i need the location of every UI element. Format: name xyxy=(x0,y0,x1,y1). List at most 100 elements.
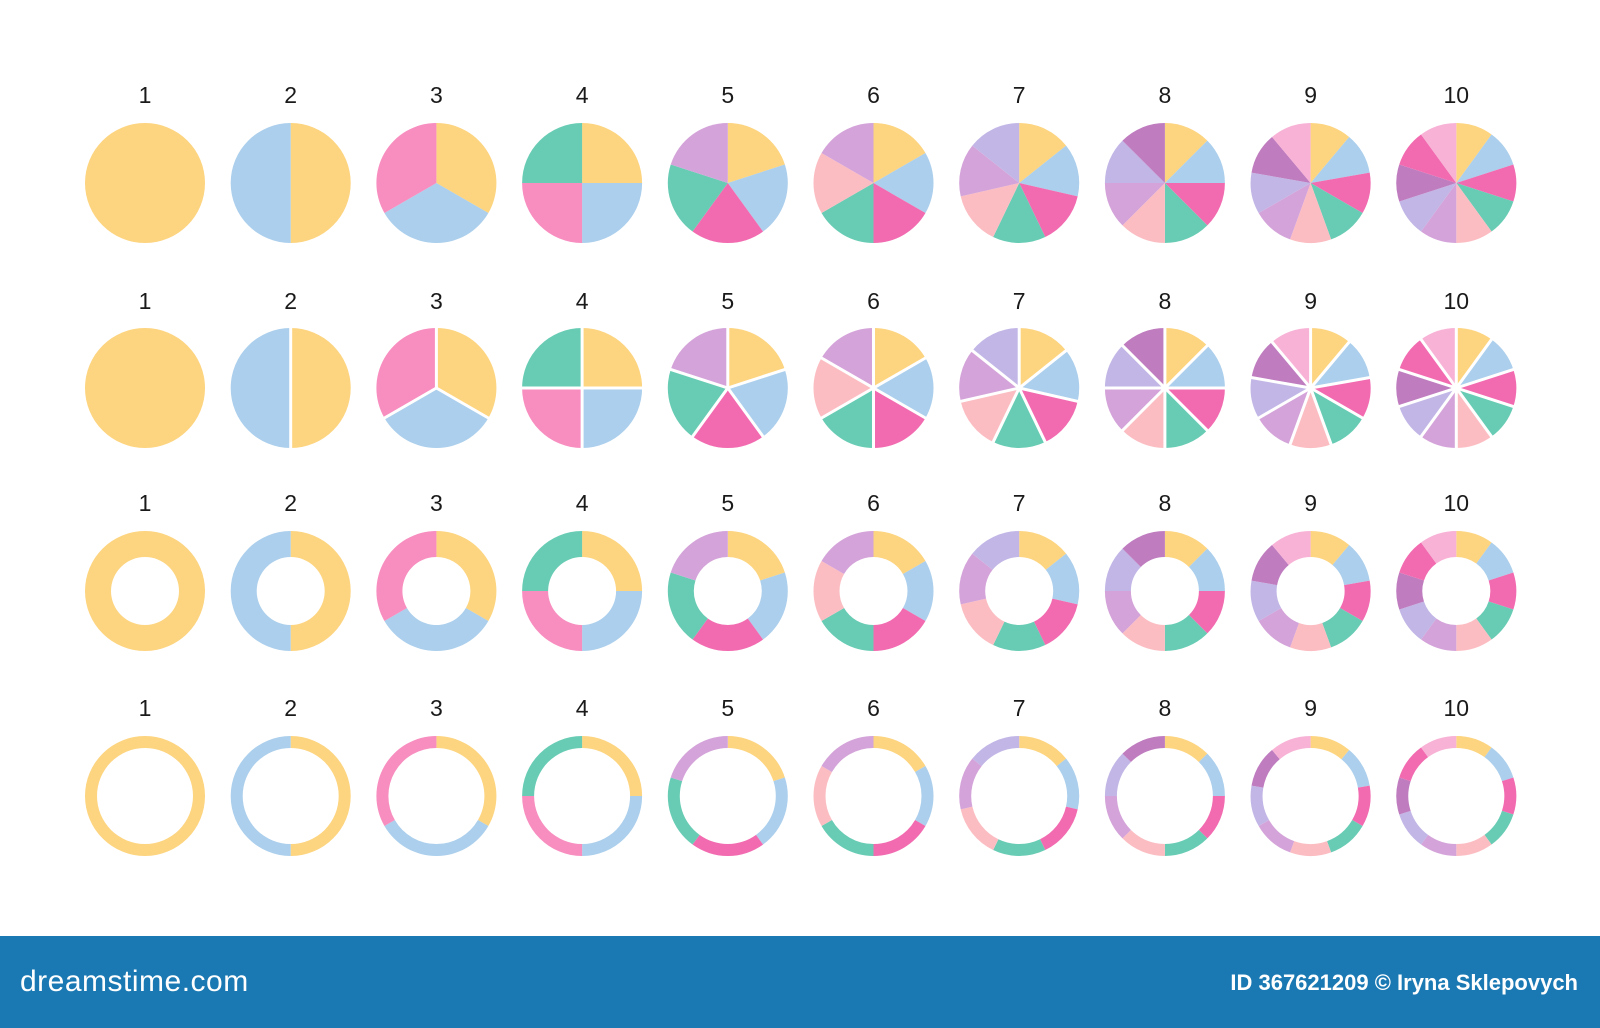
pie-slice xyxy=(873,153,934,213)
pie-slice xyxy=(522,388,583,449)
chart-row-4: 1 2 3 4 5 6 7 8 9 10 xyxy=(85,695,1517,857)
pie-slice xyxy=(376,736,437,826)
pie-slice xyxy=(1327,820,1363,853)
slice-separator xyxy=(1018,348,1068,390)
pie-chart-10-slices xyxy=(1396,327,1517,449)
pie-slice xyxy=(1164,531,1208,567)
pie-slice xyxy=(582,591,643,651)
pie-slice xyxy=(1421,736,1457,758)
pie-slice xyxy=(727,736,785,782)
slice-count-label: 4 xyxy=(576,82,589,108)
pie-slice xyxy=(1164,736,1208,763)
pie-slice xyxy=(1104,183,1165,226)
pie-slice xyxy=(1104,140,1165,183)
pie-slice xyxy=(582,531,643,591)
pie-slice xyxy=(1332,545,1370,586)
pie-slice xyxy=(1484,747,1514,782)
pie-chart-2-slices xyxy=(230,123,351,243)
pie-slice xyxy=(821,328,874,388)
slice-separator xyxy=(1017,387,1048,444)
pie-chart-6-slices xyxy=(813,531,934,651)
pie-slice xyxy=(1310,137,1370,183)
pie-slice xyxy=(1164,328,1208,388)
pie-slice xyxy=(1456,339,1514,388)
pie-slice xyxy=(1290,183,1332,243)
pie-slice xyxy=(1310,328,1350,388)
slice-count-label: 10 xyxy=(1444,288,1470,314)
pie-slice xyxy=(727,531,785,581)
pie-slice xyxy=(1019,183,1078,238)
slice-separator xyxy=(819,356,875,390)
pie-slice xyxy=(1399,810,1429,845)
pie-slice xyxy=(1290,841,1332,857)
pie-slice xyxy=(692,388,764,448)
pie-slice xyxy=(1251,137,1311,183)
pie-slice xyxy=(821,608,874,651)
pie-chart-4-slices xyxy=(522,123,643,243)
slice-separator xyxy=(727,367,787,390)
pie-slice xyxy=(1122,328,1165,388)
pie-slice xyxy=(667,164,728,232)
pie-slice xyxy=(1122,123,1165,183)
slice-count-label: 8 xyxy=(1159,288,1172,314)
slice-count-label: 3 xyxy=(430,82,443,108)
pie-slice xyxy=(1040,806,1078,851)
pie-slice xyxy=(1188,548,1225,591)
slice-count-label: 4 xyxy=(576,695,589,721)
pie-slice xyxy=(1198,753,1225,796)
pie-slice xyxy=(821,531,874,574)
pie-slice xyxy=(1456,369,1517,407)
pie-slice xyxy=(667,572,708,640)
slice-separator xyxy=(1455,337,1494,389)
pie-slice xyxy=(522,531,583,591)
slice-count-label: 1 xyxy=(139,82,152,108)
pie-slice xyxy=(1251,750,1280,788)
chart-area: 1 2 3 4 5 6 7 8 9 10 1 2 3 4 5 6 7 8 9 10 1 2 3 4 5 6 7 8 9 10 1 2 3 4 5 6 7… xyxy=(85,82,1517,857)
slice-count-label: 7 xyxy=(1013,288,1026,314)
pie-slice xyxy=(582,123,643,183)
pie-slice xyxy=(1399,183,1457,232)
slice-count-label: 2 xyxy=(284,288,297,314)
pie-slice xyxy=(1341,750,1370,788)
slice-count-label: 5 xyxy=(721,82,734,108)
slice-count-label: 8 xyxy=(1159,82,1172,108)
slice-separator xyxy=(1120,343,1166,390)
pie-slice xyxy=(1290,388,1332,448)
pie-slice xyxy=(1251,545,1289,586)
chart-row-2: 1 2 3 4 5 6 7 8 9 10 xyxy=(85,288,1517,449)
pie-slice xyxy=(522,736,583,796)
footer-bar: dreamstime.com ID 367621209 © Iryna Skle… xyxy=(0,936,1600,1028)
pie-chart-2-slices xyxy=(230,531,351,651)
slice-separator xyxy=(1309,387,1333,446)
slice-separator xyxy=(382,386,438,420)
pie-slice xyxy=(1019,123,1067,183)
pie-slice xyxy=(1456,531,1492,564)
pie-slice xyxy=(1396,369,1457,407)
pie-slice xyxy=(1164,388,1225,431)
pie-slice xyxy=(1250,172,1311,213)
pie-chart-5-slices xyxy=(667,123,788,243)
pie-slice xyxy=(993,388,1046,448)
pie-slice xyxy=(692,834,764,856)
slice-count-label: 1 xyxy=(139,695,152,721)
pie-chart-6-slices xyxy=(813,327,934,449)
slice-separator xyxy=(1288,387,1313,446)
pie-slice xyxy=(1421,531,1457,564)
pie-slice xyxy=(960,183,1020,238)
pie-slice xyxy=(915,766,934,826)
pie-slice xyxy=(376,531,437,621)
pie-slice xyxy=(230,123,291,243)
pie-slice xyxy=(1396,164,1457,202)
pie-slice xyxy=(1122,388,1165,448)
slice-separator xyxy=(872,386,928,420)
pie-slice xyxy=(1272,736,1311,760)
pie-slice xyxy=(873,608,926,651)
pie-slice xyxy=(1164,183,1225,226)
slice-separator xyxy=(1419,387,1458,439)
slice-count-label: 10 xyxy=(1444,82,1470,108)
pie-slice xyxy=(667,777,700,845)
pie-slice xyxy=(1456,388,1492,448)
slice-count-label: 10 xyxy=(1444,695,1470,721)
pie-slice xyxy=(85,328,205,448)
slice-count-label: 2 xyxy=(284,695,297,721)
